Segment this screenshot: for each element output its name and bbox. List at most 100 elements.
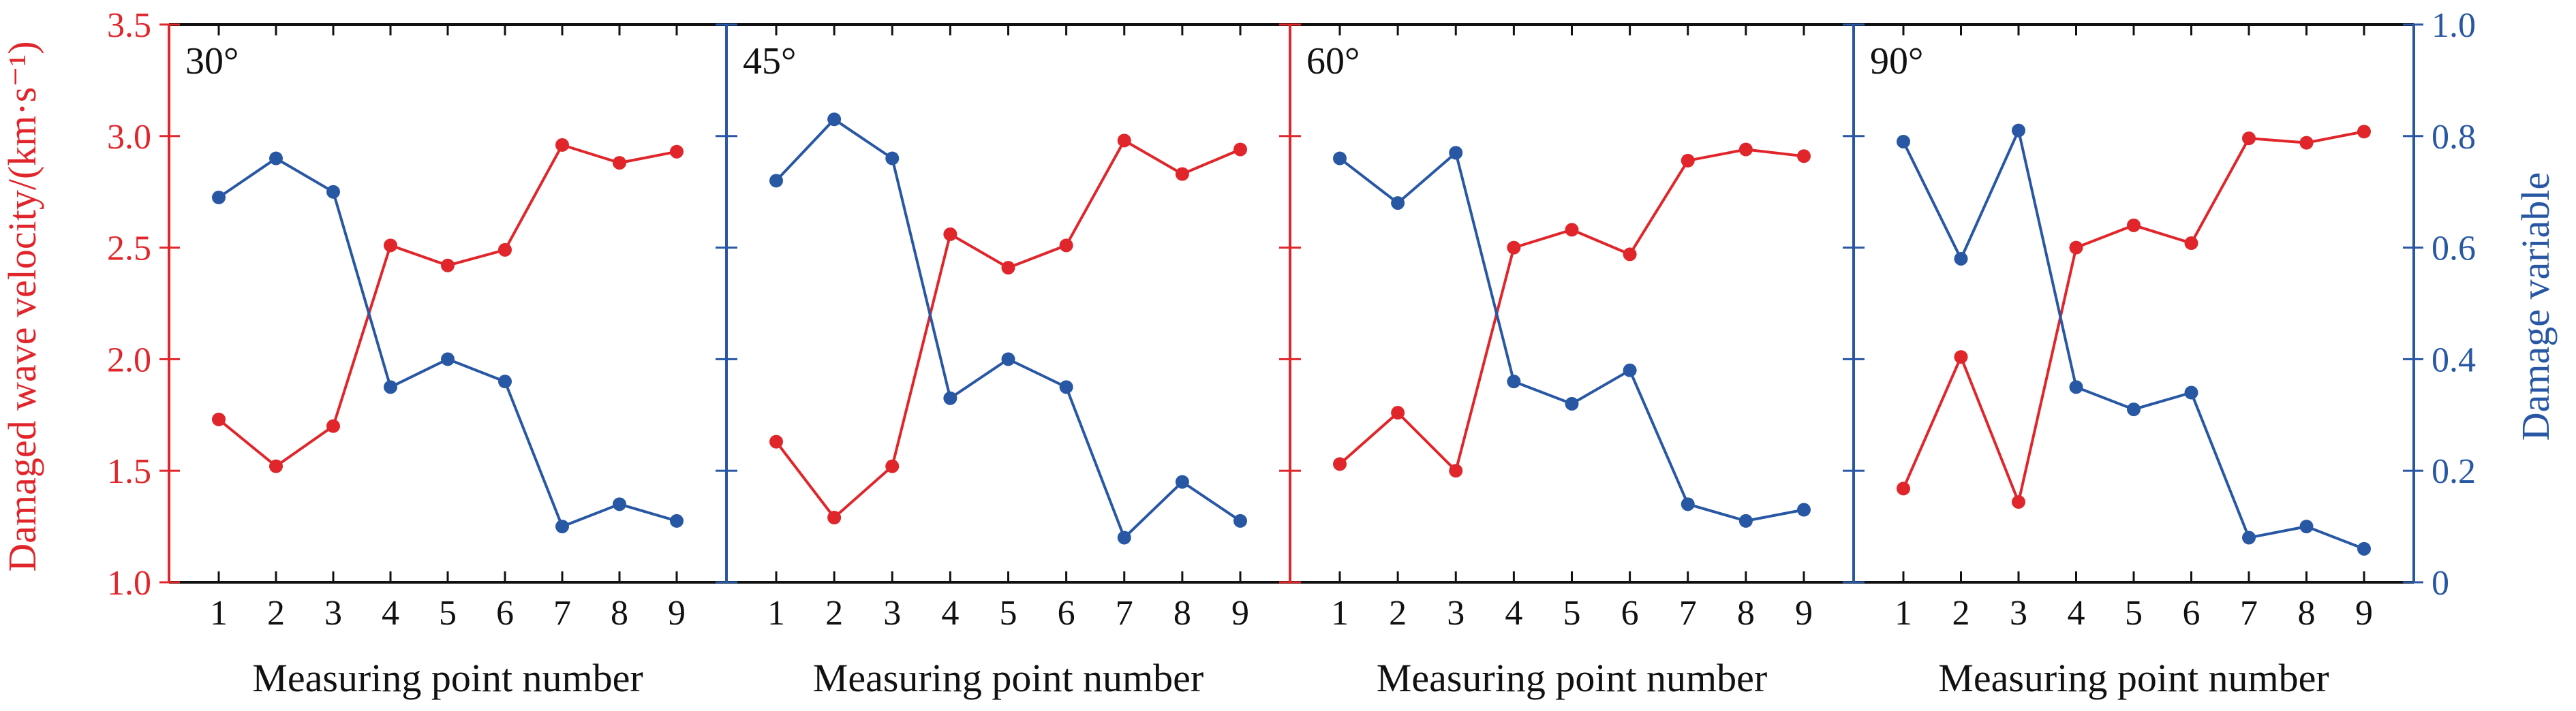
panel-2-velocity-point-8 <box>1175 167 1189 181</box>
panel-3-velocity-point-5 <box>1565 223 1579 237</box>
panel-4-damage-point-4 <box>2069 380 2083 394</box>
panel-2-velocity-point-7 <box>1117 133 1131 148</box>
panel-2-damage-point-1 <box>769 174 783 188</box>
panel-2-x-tick-label: 7 <box>1116 594 1133 633</box>
panel-4-velocity-point-8 <box>2299 136 2314 150</box>
panel-4-x-axis-label: Measuring point number <box>1938 656 2329 700</box>
panel-2-velocity-point-4 <box>943 227 957 241</box>
panel-2-x-tick-label: 8 <box>1174 594 1191 633</box>
panel-2-damage-point-5 <box>1001 352 1015 366</box>
panel-2-x-axis-label: Measuring point number <box>813 656 1203 700</box>
panel-1-velocity-point-5 <box>441 258 455 272</box>
panel-4-damage-point-6 <box>2184 385 2198 400</box>
left-axis-title: Damaged wave velocity/(km·s⁻¹) <box>0 41 44 571</box>
panel-4-velocity-point-1 <box>1897 481 1910 496</box>
panel-1-velocity-point-6 <box>498 242 512 257</box>
panel-4-x-tick-label: 5 <box>2125 594 2143 633</box>
panel-1-x-tick-label: 5 <box>439 594 457 633</box>
panel-2-velocity-point-3 <box>885 459 900 473</box>
panel-4-x-tick-label: 2 <box>1952 594 1970 633</box>
panel-1-damage-point-6 <box>498 375 512 389</box>
left-axis-tick-label: 3.5 <box>107 6 151 45</box>
panel-1-velocity-point-9 <box>670 144 684 159</box>
panel-1-velocity-point-8 <box>613 156 626 170</box>
panel-3-damage-point-9 <box>1797 503 1811 517</box>
panel-4-label: 90° <box>1870 40 1923 82</box>
panel-1-velocity-line <box>217 143 677 468</box>
panel-2-velocity-point-1 <box>769 434 783 449</box>
panel-4-x-tick-label: 3 <box>2010 594 2027 633</box>
panel-3-x-tick-label: 1 <box>1331 594 1349 633</box>
panel-4-velocity-point-5 <box>2127 218 2141 232</box>
panel-1-damage-point-3 <box>326 185 340 199</box>
panel-1-damage-point-1 <box>212 190 226 204</box>
panel-3-damage-point-8 <box>1738 514 1753 528</box>
panel-4-velocity-point-6 <box>2184 236 2198 251</box>
panel-4-x-tick-label: 8 <box>2298 594 2316 633</box>
left-axis-tick-label: 2.5 <box>107 230 151 268</box>
panel-3-x-tick-label: 7 <box>1679 594 1697 633</box>
panel-2-x-tick-label: 3 <box>883 594 901 633</box>
panel-2-label: 45° <box>743 40 796 82</box>
panel-2-damage-point-4 <box>943 391 957 405</box>
panel-1-x-tick-label: 8 <box>611 594 628 633</box>
panel-4-x-tick-label: 6 <box>2183 594 2201 633</box>
panel-2-velocity-point-6 <box>1059 238 1073 253</box>
panel-1-damage-point-4 <box>384 380 397 394</box>
panel-2-velocity-line <box>775 139 1241 519</box>
left-axis-tick-label: 2.0 <box>107 341 151 379</box>
panel-2-x-tick-label: 4 <box>941 594 959 633</box>
panel-4-x-tick-label: 4 <box>2068 594 2085 633</box>
panel-3-damage-point-5 <box>1565 396 1579 411</box>
panel-2-damage-point-3 <box>885 151 900 165</box>
panel-1-damage-point-8 <box>613 497 626 511</box>
panel-3-label: 60° <box>1306 40 1360 82</box>
panel-1-x-tick-label: 3 <box>324 594 342 633</box>
right-axis-tick-label: 0 <box>2432 564 2449 603</box>
left-axis-tick-label: 1.5 <box>107 452 151 491</box>
panel-1-velocity-point-1 <box>212 412 226 426</box>
right-axis-tick-label: 0.6 <box>2432 230 2476 268</box>
panel-1-x-tick-label: 2 <box>267 594 285 633</box>
panel-4-damage-point-7 <box>2242 531 2256 545</box>
panel-2-damage-line <box>775 118 1242 539</box>
panel-2-x-tick-label: 9 <box>1231 594 1249 633</box>
right-axis-tick-label: 0.4 <box>2432 341 2476 379</box>
panel-1-x-tick-label: 1 <box>210 594 228 633</box>
panel-2-damage-point-7 <box>1117 531 1131 545</box>
panel-2-damage-point-6 <box>1059 380 1073 394</box>
panel-1-damage-point-7 <box>555 520 569 534</box>
panel-4-velocity-point-4 <box>2069 240 2083 255</box>
panel-3-x-tick-label: 5 <box>1563 594 1581 633</box>
panel-4-damage-point-8 <box>2299 520 2314 534</box>
panel-2-velocity-point-5 <box>1001 261 1015 275</box>
panel-1-damage-line <box>217 157 677 528</box>
panel-3-x-tick-label: 3 <box>1447 594 1465 633</box>
panel-2-x-tick-label: 1 <box>767 594 785 633</box>
panel-3-velocity-point-6 <box>1623 247 1637 262</box>
panel-4-velocity-point-7 <box>2242 131 2256 146</box>
panel-4-damage-line <box>1902 129 2365 550</box>
panel-4-x-tick-label: 9 <box>2355 594 2373 633</box>
panel-2-velocity-point-2 <box>827 510 842 524</box>
panel-4-velocity-point-2 <box>1954 350 1968 364</box>
panel-4-damage-point-9 <box>2357 541 2371 556</box>
panel-4-velocity-line <box>1902 130 2365 504</box>
panel-3-x-tick-label: 6 <box>1621 594 1639 633</box>
panel-3-velocity-point-4 <box>1507 240 1521 255</box>
panel-2-x-tick-label: 2 <box>825 594 843 633</box>
panel-3-velocity-line <box>1338 148 1805 473</box>
left-axis-tick-label: 3.0 <box>107 118 151 157</box>
panel-3-velocity-point-3 <box>1449 464 1463 478</box>
left-axis-tick-label: 1.0 <box>107 564 151 603</box>
panel-1-velocity-point-2 <box>269 459 283 473</box>
panel-2-damage-point-2 <box>827 112 842 127</box>
panel-3-damage-point-3 <box>1449 146 1463 160</box>
panel-3-x-tick-label: 8 <box>1737 594 1755 633</box>
panel-3-damage-line <box>1338 151 1805 522</box>
panel-1-label: 30° <box>185 40 239 82</box>
right-axis-tick-label: 1.0 <box>2432 6 2476 45</box>
panel-3-damage-point-7 <box>1681 497 1695 511</box>
panel-4-x-tick-label: 1 <box>1895 594 1912 633</box>
